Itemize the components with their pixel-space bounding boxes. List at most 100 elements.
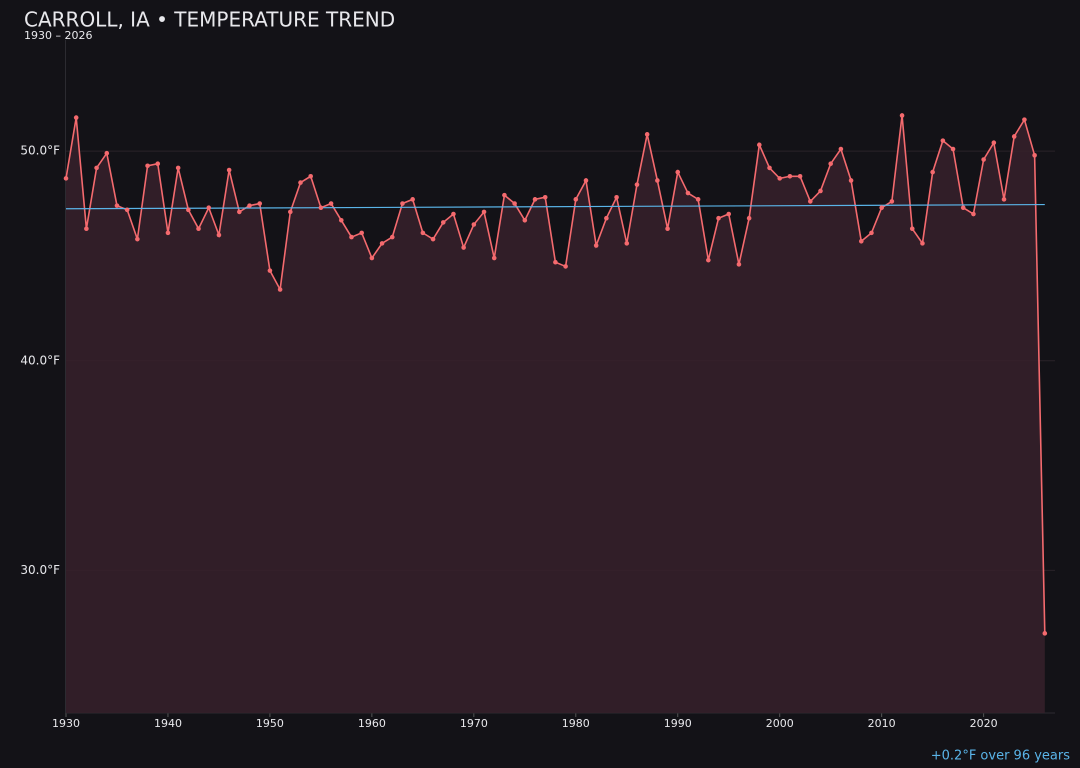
data-point: [288, 209, 293, 215]
data-point: [634, 182, 640, 187]
data-point: [1042, 631, 1048, 636]
data-point: [1001, 197, 1007, 202]
data-point: [175, 165, 181, 171]
data-point: [828, 161, 833, 166]
data-point: [1032, 153, 1037, 158]
data-point: [114, 203, 120, 208]
x-tick-label: 1940: [154, 717, 182, 730]
x-tick-label: 1960: [358, 717, 386, 730]
data-point: [63, 176, 69, 181]
data-point: [247, 203, 252, 208]
data-point: [165, 230, 171, 236]
data-point: [787, 173, 793, 179]
data-point: [277, 287, 283, 292]
chart-title: CARROLL, IA • TEMPERATURE TREND: [24, 8, 395, 32]
y-tick-label: 40.0°F: [20, 353, 60, 367]
data-point: [379, 241, 385, 246]
data-point: [451, 211, 456, 217]
data-point: [726, 211, 732, 217]
data-point: [155, 161, 161, 166]
y-tick-label: 50.0°F: [20, 144, 60, 158]
data-point: [665, 226, 670, 231]
data-point: [318, 205, 324, 211]
data-point: [512, 201, 517, 206]
data-point: [124, 207, 130, 213]
data-point: [1011, 134, 1017, 139]
x-tick-label: 1990: [664, 717, 692, 730]
x-tick-label: 2010: [868, 717, 896, 730]
data-point: [400, 201, 405, 206]
data-point: [257, 201, 263, 206]
data-point: [706, 257, 711, 263]
data-point: [308, 173, 314, 179]
data-point: [104, 150, 110, 156]
data-point: [736, 262, 742, 267]
data-point: [573, 197, 579, 202]
data-point: [410, 197, 415, 202]
data-point: [73, 115, 79, 120]
data-point: [818, 188, 823, 194]
data-point: [1022, 117, 1027, 122]
data-point: [981, 157, 986, 162]
data-point: [226, 167, 232, 173]
data-point: [757, 142, 762, 148]
data-point: [838, 146, 844, 152]
data-point: [502, 192, 507, 198]
data-point: [695, 197, 701, 202]
data-point: [491, 255, 497, 261]
data-point: [624, 241, 630, 246]
x-tick-label: 1930: [52, 717, 80, 730]
data-point: [94, 165, 99, 171]
data-point: [359, 230, 364, 236]
data-point: [909, 226, 915, 231]
x-tick-label: 2020: [970, 717, 998, 730]
data-point: [349, 234, 354, 240]
data-point: [716, 215, 721, 221]
data-point: [614, 194, 619, 200]
data-point: [777, 176, 783, 181]
data-point: [84, 226, 89, 231]
data-point: [767, 165, 772, 171]
x-tick-label: 1970: [460, 717, 488, 730]
area-fill: [66, 115, 1045, 714]
data-point: [971, 211, 976, 217]
data-point: [869, 230, 874, 236]
trend-annotation: +0.2°F over 96 years: [931, 749, 1070, 764]
data-point: [899, 113, 905, 118]
data-point: [237, 209, 242, 215]
data-point: [960, 205, 966, 211]
data-point: [338, 218, 344, 223]
data-point: [135, 236, 140, 242]
data-point: [593, 243, 599, 248]
data-point: [858, 238, 864, 244]
data-point: [807, 199, 813, 204]
chart-subtitle: 1930 – 2026: [24, 29, 92, 42]
data-point: [644, 132, 650, 137]
data-point: [991, 140, 997, 146]
data-point: [430, 236, 436, 242]
data-point: [604, 215, 609, 221]
data-point: [532, 197, 538, 202]
data-point: [206, 205, 212, 211]
data-point: [522, 218, 528, 223]
data-point: [328, 201, 334, 206]
data-point: [797, 173, 803, 179]
data-point: [950, 146, 956, 152]
data-point: [563, 264, 568, 269]
data-point: [583, 178, 589, 183]
x-tick-label: 1980: [562, 717, 590, 730]
data-point: [889, 199, 895, 204]
data-point: [920, 241, 925, 246]
data-point: [481, 209, 487, 215]
data-point: [196, 226, 201, 231]
data-point: [267, 268, 273, 273]
y-tick-label: 30.0°F: [20, 563, 60, 577]
data-point: [298, 180, 303, 185]
data-point: [216, 232, 222, 238]
data-point: [471, 222, 477, 227]
data-point: [553, 259, 558, 265]
data-point: [655, 178, 660, 183]
data-point: [930, 169, 935, 175]
data-point: [746, 215, 752, 221]
